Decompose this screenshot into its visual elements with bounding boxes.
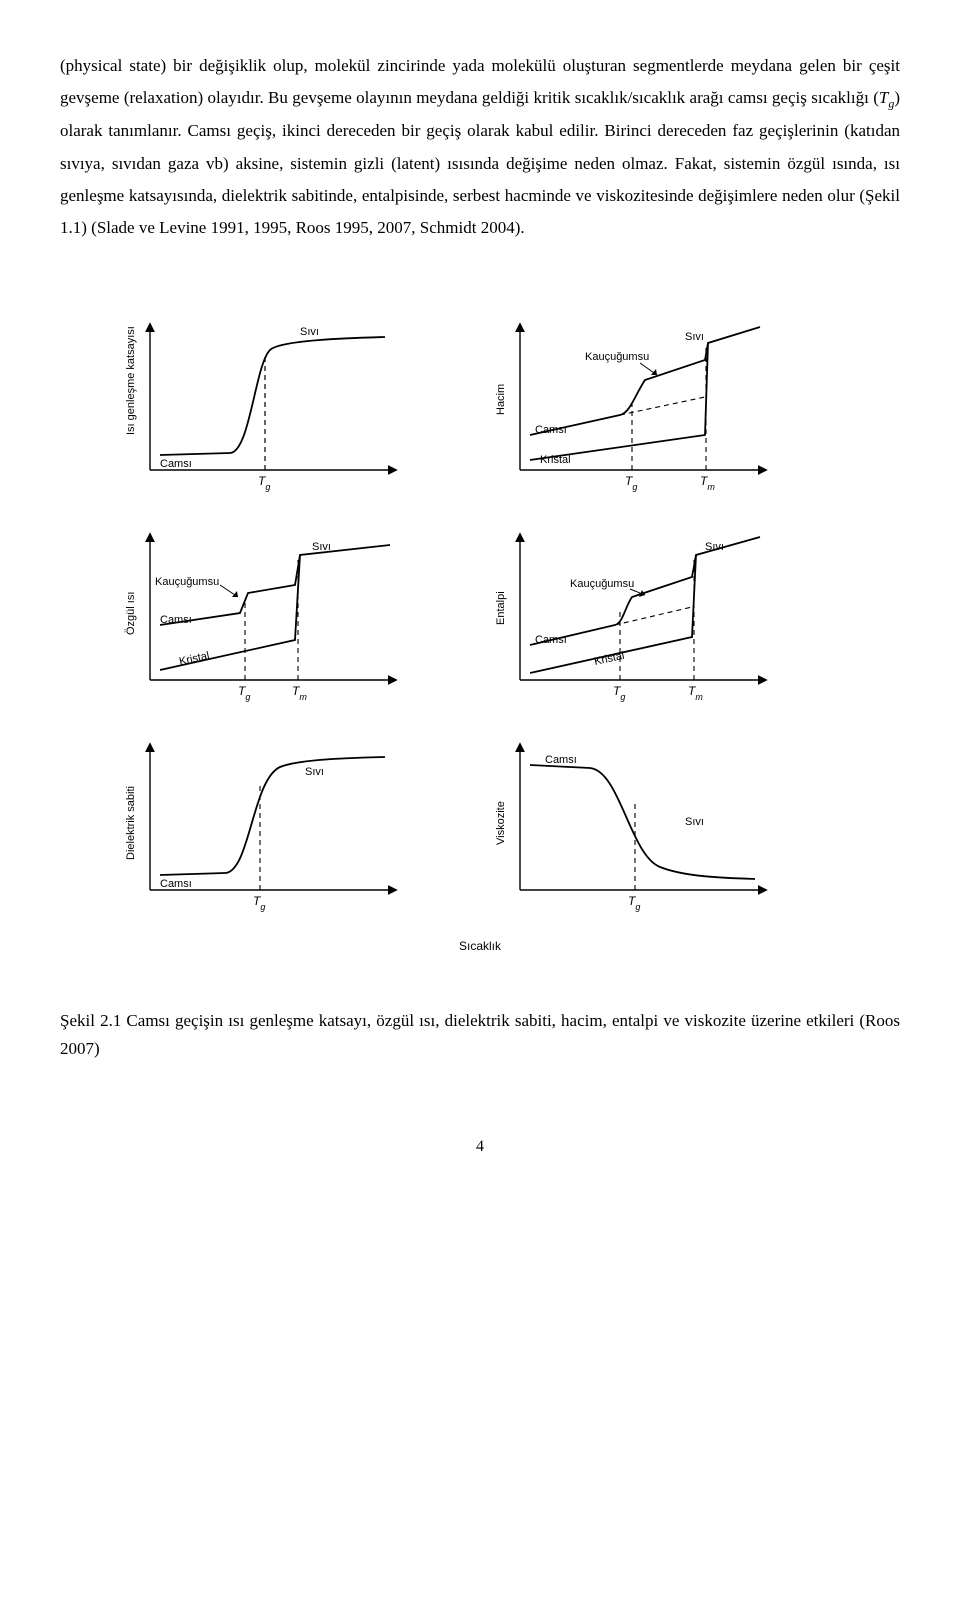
figure-caption: Şekil 2.1 Camsı geçişin ısı genleşme kat… — [60, 1007, 900, 1061]
chart-entalpi: Entalpi Camsı Sıvı Kauçuğumsu Kristal Tg… — [490, 515, 840, 715]
label: Camsı — [160, 614, 192, 626]
tick-tg: Tg — [258, 474, 270, 492]
page-number: 4 — [60, 1132, 900, 1162]
tick: Tm — [688, 684, 703, 702]
chart-dielektrik: Dielektrik sabiti Camsı Sıvı Tg — [120, 725, 470, 930]
label: Sıvı — [312, 541, 331, 553]
ylabel: Dielektrik sabiti — [125, 786, 137, 860]
body-paragraph: (physical state) bir değişiklik olup, mo… — [60, 50, 900, 245]
label: Camsı — [535, 424, 567, 436]
charts-grid: Isı genleşme katsayısı Camsı Sıvı Tg Hac… — [120, 305, 840, 930]
label: Sıvı — [305, 766, 324, 778]
chart-viskozite: Viskozite Camsı Sıvı Tg — [490, 725, 840, 930]
tick: Tg — [628, 894, 640, 912]
tick: Tm — [292, 684, 307, 702]
tick: Tg — [613, 684, 625, 702]
label-sivi: Sıvı — [300, 326, 319, 338]
label: Kristal — [178, 650, 210, 668]
label: Sıvı — [705, 541, 724, 553]
label: Camsı — [545, 754, 577, 766]
ylabel: Isı genleşme katsayısı — [125, 326, 137, 435]
ylabel: Viskozite — [495, 801, 507, 845]
ylabel: Hacim — [495, 384, 507, 415]
label: Kauçuğumsu — [570, 578, 634, 590]
label: Camsı — [535, 634, 567, 646]
chart-thermal-expansion: Isı genleşme katsayısı Camsı Sıvı Tg — [120, 305, 470, 505]
label-camsi: Camsı — [160, 458, 192, 470]
label: Kristal — [540, 454, 571, 466]
chart-hacim: Hacim Camsı Sıvı Kauçuğumsu Kristal Tg T… — [490, 305, 840, 505]
label: Kristal — [593, 650, 625, 668]
paragraph-text: (physical state) bir değişiklik olup, mo… — [60, 56, 900, 237]
xlabel-global: Sıcaklık — [60, 935, 900, 958]
tick: Tg — [625, 474, 637, 492]
tick: Tm — [700, 474, 715, 492]
chart-ozgul-isi: Özgül ısı Camsı Sıvı Kauçuğumsu Kristal … — [120, 515, 470, 715]
tick: Tg — [253, 894, 265, 912]
tick: Tg — [238, 684, 250, 702]
ylabel: Entalpi — [495, 591, 507, 625]
label: Kauçuğumsu — [585, 351, 649, 363]
label: Kauçuğumsu — [155, 576, 219, 588]
label: Sıvı — [685, 816, 704, 828]
label: Sıvı — [685, 331, 704, 343]
label: Camsı — [160, 878, 192, 890]
ylabel: Özgül ısı — [125, 591, 137, 634]
